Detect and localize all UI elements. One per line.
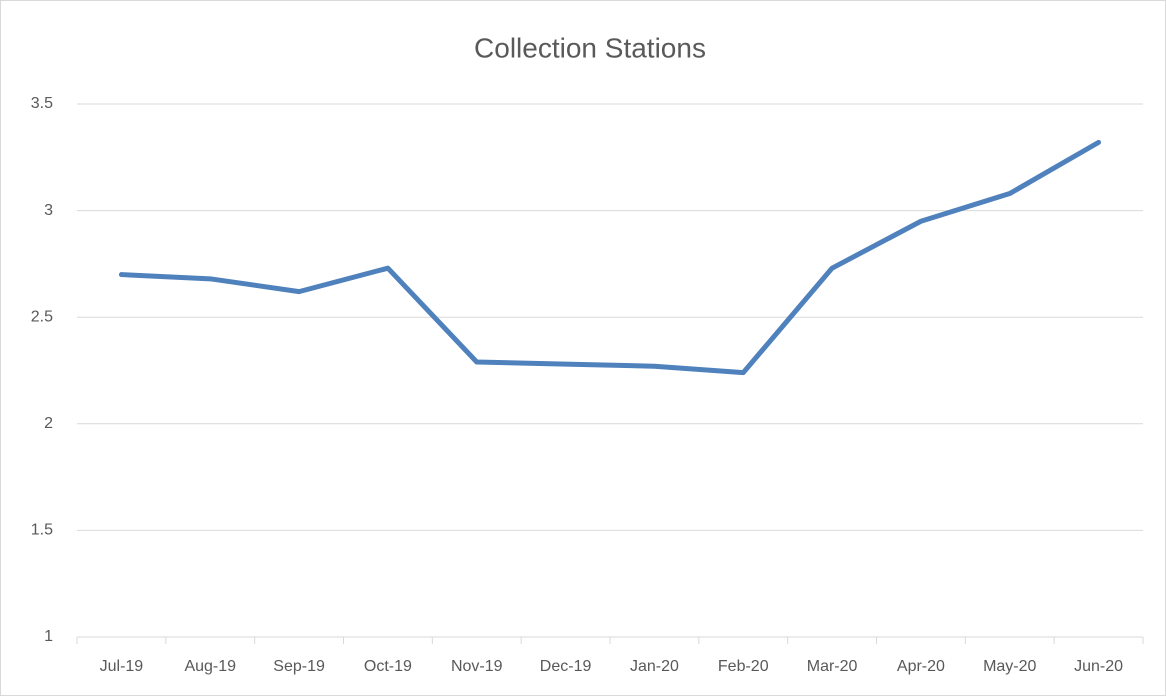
x-tick-label: Jun-20 xyxy=(1074,658,1123,675)
x-tick-label: Sep-19 xyxy=(273,658,325,675)
x-tick-label: Apr-20 xyxy=(897,658,945,675)
x-tick-label: Jul-19 xyxy=(100,658,144,675)
y-tick-label: 2 xyxy=(44,415,53,432)
y-tick-label: 1 xyxy=(44,628,53,645)
y-tick-label: 1.5 xyxy=(31,522,53,539)
chart-title: Collection Stations xyxy=(474,32,706,63)
x-tick-label: Mar-20 xyxy=(807,658,858,675)
data-line xyxy=(118,139,1102,376)
y-tick-label: 3 xyxy=(44,202,53,219)
x-tick-label: Aug-19 xyxy=(184,658,236,675)
y-tick-label: 3.5 xyxy=(31,95,53,112)
x-tick-label: Jan-20 xyxy=(630,658,679,675)
x-tick-label: Feb-20 xyxy=(718,658,769,675)
y-tick-label: 2.5 xyxy=(31,308,53,325)
x-tick-label: Nov-19 xyxy=(451,658,503,675)
x-tick-label: Dec-19 xyxy=(540,658,592,675)
x-tick-label: May-20 xyxy=(983,658,1036,675)
x-tick-label: Oct-19 xyxy=(364,658,412,675)
